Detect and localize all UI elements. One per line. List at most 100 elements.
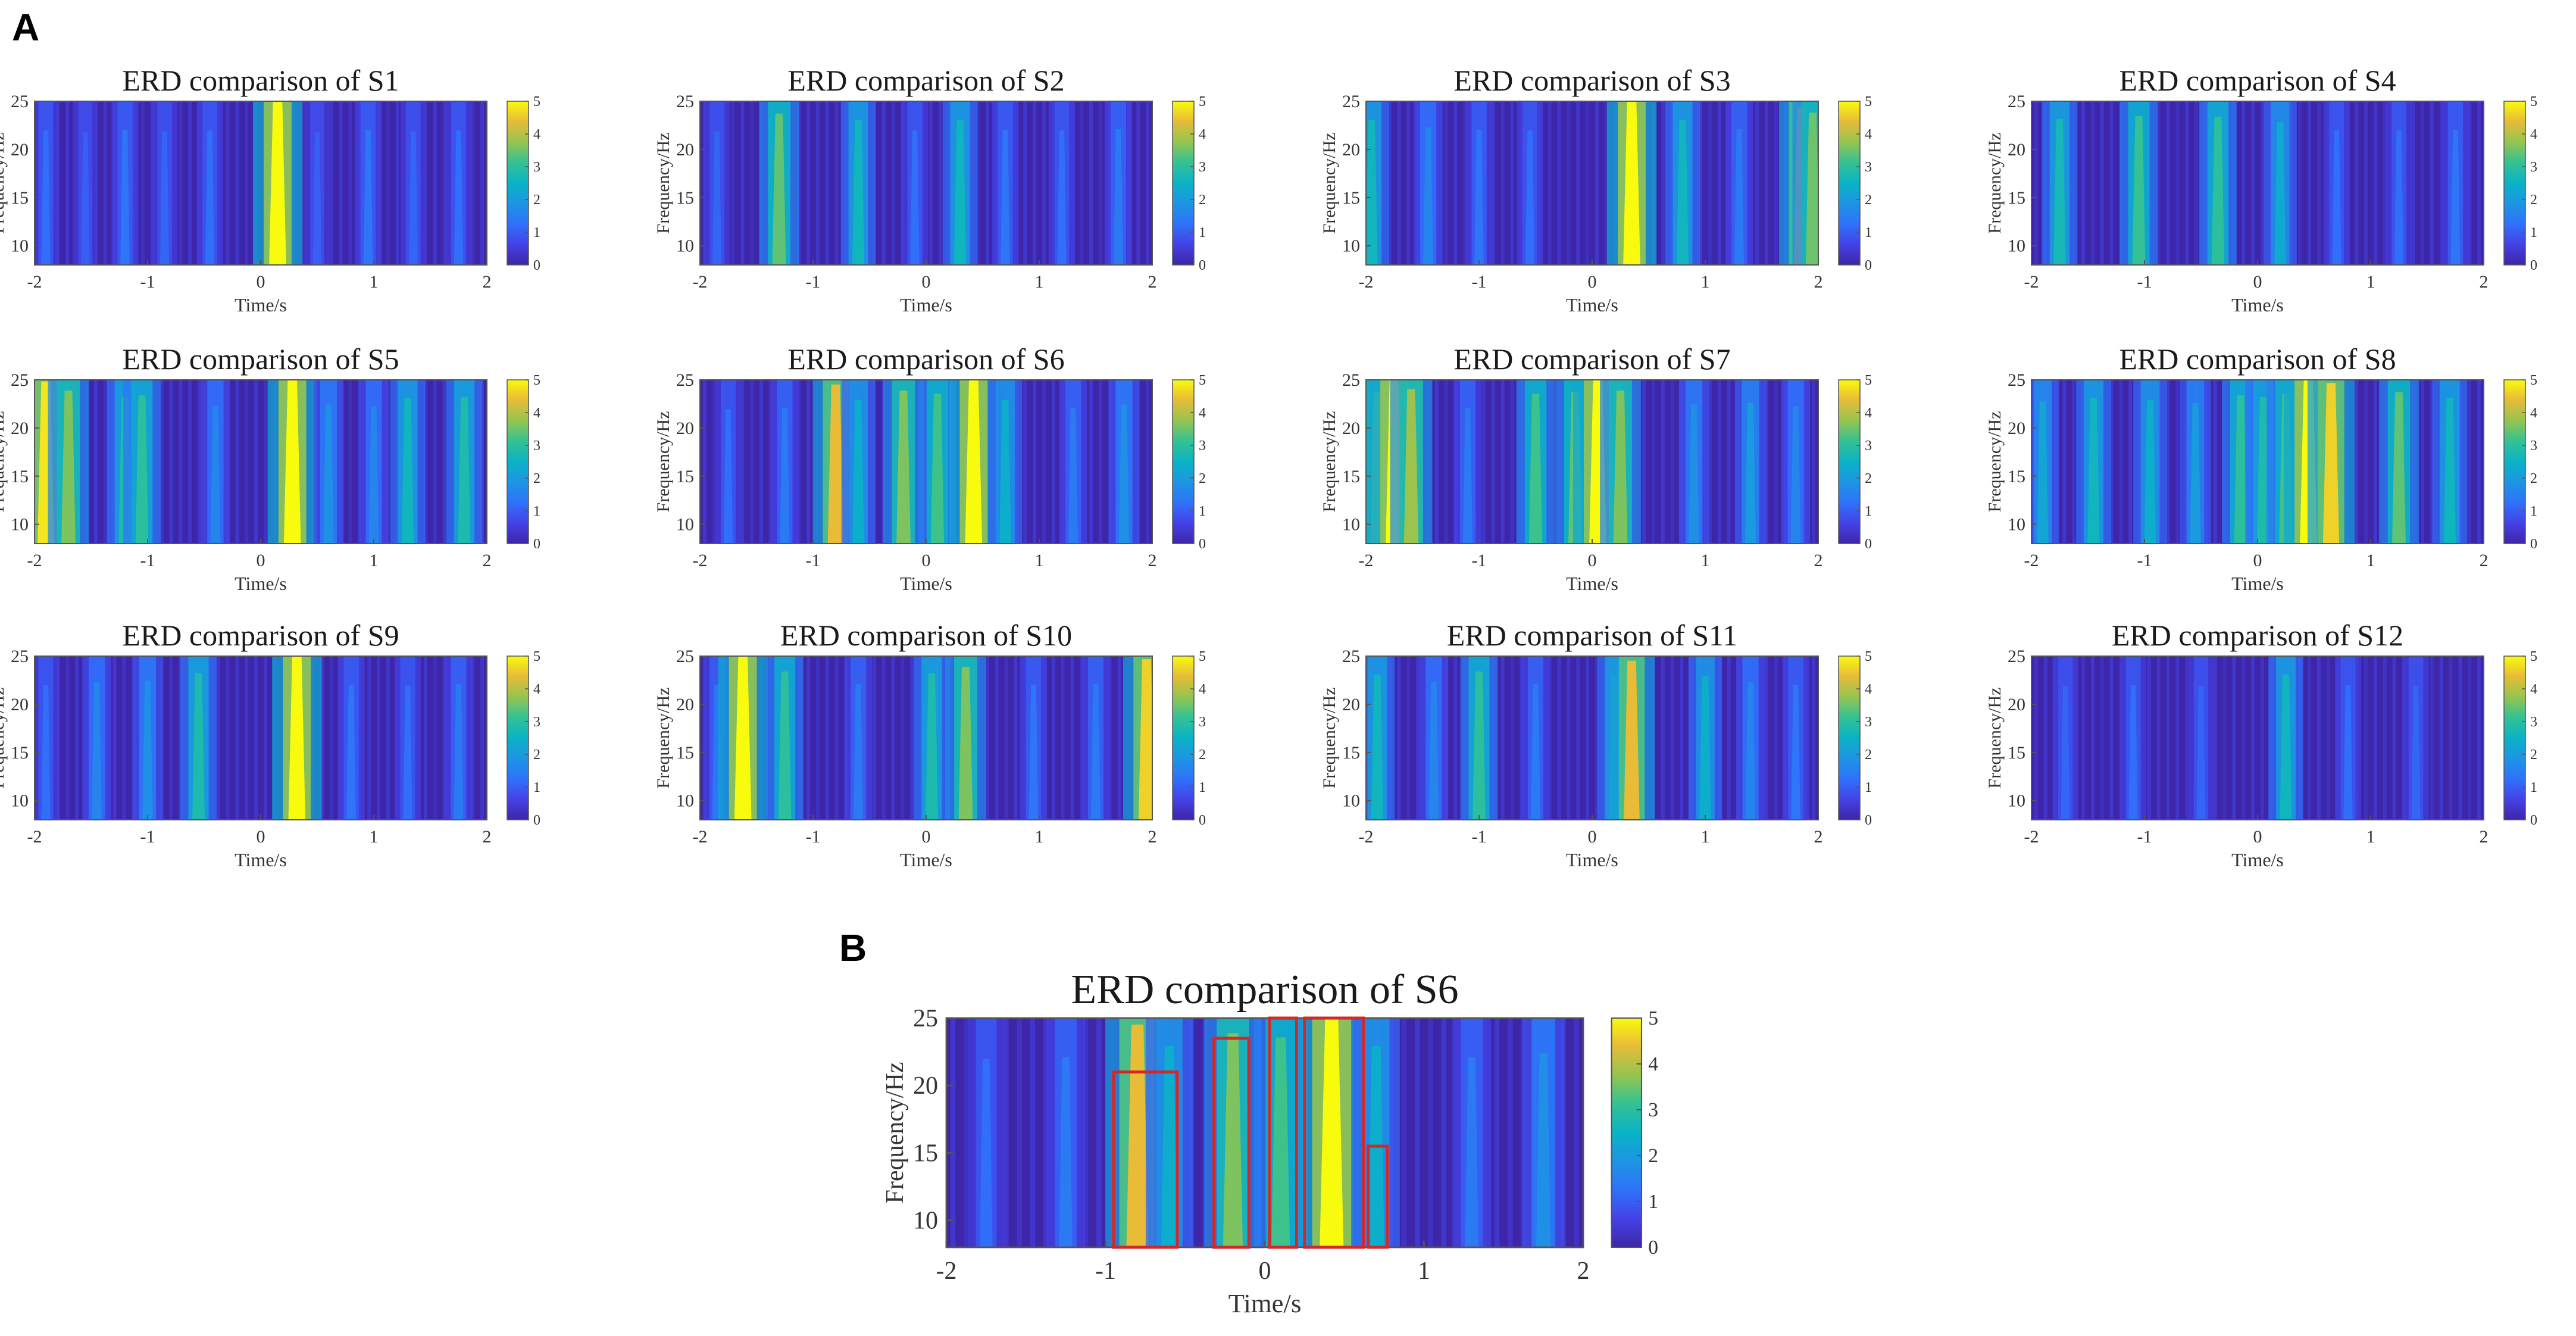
- heatmap-texture: [731, 101, 735, 265]
- heatmap-texture: [2468, 656, 2472, 820]
- heatmap-texture: [2439, 101, 2443, 265]
- heatmap-texture: [1557, 656, 1561, 820]
- x-tick-label: 1: [1035, 272, 1044, 292]
- colorbar-gradient: [1838, 101, 1861, 266]
- heatmap-texture: [1510, 101, 1514, 265]
- colorbar-gradient: [1172, 379, 1195, 544]
- erd-band: [35, 656, 60, 820]
- erd-band: [2432, 380, 2468, 544]
- x-tick-label: -2: [693, 827, 708, 847]
- heatmap-texture: [254, 656, 258, 820]
- heatmap-texture: [2477, 101, 2481, 265]
- colorbar-tick-label: 5: [1865, 649, 1872, 664]
- erd-band: [901, 101, 929, 265]
- heatmap-texture: [160, 380, 164, 544]
- heatmap-texture: [2166, 101, 2170, 265]
- x-tick-label: 0: [1588, 827, 1597, 847]
- x-tick-label: -2: [27, 551, 42, 570]
- heatmap-texture: [1387, 101, 1392, 265]
- heatmap-texture: [1574, 1018, 1580, 1247]
- x-tick-label: 2: [1814, 827, 1823, 847]
- erd-band: [704, 101, 730, 265]
- erd-band: [2307, 380, 2355, 544]
- heatmap-texture: [179, 380, 183, 544]
- colorbar-tick-label: 5: [1199, 373, 1206, 388]
- colorbar: 0 1 2 3 4 5: [507, 94, 540, 273]
- heatmap-texture: [806, 656, 811, 820]
- x-tick-label: -1: [140, 551, 155, 570]
- x-tick-label: 2: [1148, 551, 1157, 570]
- highlight-box: [1268, 1016, 1298, 1249]
- heatmap-texture: [2242, 101, 2246, 265]
- colorbar-tick-label: 4: [1199, 682, 1206, 697]
- colorbar-tick-label: 0: [1865, 813, 1872, 828]
- heatmap-texture: [122, 656, 126, 820]
- x-tick-label: 1: [1701, 272, 1710, 292]
- colorbar-tick-label: 1: [1648, 1191, 1658, 1213]
- heatmap-texture: [2316, 656, 2321, 820]
- heatmap-texture: [2251, 101, 2255, 265]
- x-tick-label: -1: [806, 272, 821, 292]
- colorbar-tick-label: 0: [533, 813, 540, 828]
- erd-band: [1453, 380, 1482, 544]
- y-tick-label: 15: [11, 467, 29, 486]
- heatmap-texture: [2242, 656, 2246, 820]
- erd-band: [180, 656, 217, 820]
- x-tick-label: 2: [1814, 551, 1823, 570]
- panel-title: ERD comparison of S5: [122, 342, 399, 376]
- heatmap-texture: [2100, 101, 2104, 265]
- erd-band: [1725, 101, 1753, 265]
- y-tick-label: 20: [1342, 140, 1360, 160]
- heatmap-texture: [2468, 380, 2472, 544]
- colorbar-tick-label: 4: [533, 127, 540, 142]
- heatmap-texture: [2477, 656, 2481, 820]
- y-axis-label: Frequency/Hz: [1320, 688, 1339, 789]
- heatmap-texture: [1774, 656, 1778, 820]
- erd-band: [2052, 656, 2078, 820]
- erd-band: [2403, 656, 2429, 820]
- heatmap-texture: [2383, 101, 2387, 265]
- erd-band: [1059, 380, 1087, 544]
- colorbar-tick-label: 5: [1865, 94, 1872, 110]
- heatmap-texture: [2421, 380, 2425, 544]
- heatmap-texture: [188, 380, 192, 544]
- y-tick-label: 20: [2008, 140, 2025, 160]
- colorbar: 0 1 2 3 4 5: [1838, 373, 1872, 552]
- colorbar-tick-label: 5: [2530, 94, 2537, 110]
- x-axis-label: Time/s: [235, 849, 287, 870]
- colorbar-tick-label: 0: [1865, 258, 1872, 273]
- heatmap-texture: [1494, 1018, 1500, 1247]
- panel-title: ERD comparison of S1: [122, 64, 399, 97]
- heatmap-texture: [797, 380, 801, 544]
- erd-band: [2334, 656, 2362, 820]
- erd-panel-s6-detail: ERD comparison of S6-2 -1 0 1 210152025Time/…: [881, 967, 1658, 1318]
- heatmap-texture: [1416, 656, 1420, 820]
- heatmap-texture: [75, 656, 79, 820]
- x-tick-label: -2: [27, 272, 42, 292]
- x-tick-label: 1: [1701, 827, 1710, 847]
- erd-band: [2441, 101, 2469, 265]
- colorbar-tick-label: 1: [1199, 225, 1206, 241]
- x-tick-label: 0: [922, 272, 931, 292]
- colorbar-gradient: [1172, 101, 1195, 266]
- highlight-box: [1212, 1037, 1251, 1249]
- colorbar: 0 1 2 3 4 5: [1838, 649, 1872, 828]
- y-tick-label: 20: [11, 419, 29, 438]
- y-tick-label: 15: [676, 743, 694, 763]
- x-tick-label: -2: [2024, 551, 2039, 570]
- erd-panel-s10: ERD comparison of S10-2 -1 0 1 210152025Time…: [654, 619, 1206, 870]
- colorbar-tick-label: 0: [1199, 813, 1206, 828]
- heatmap-texture: [834, 101, 839, 265]
- colorbar-tick-label: 1: [1199, 780, 1206, 795]
- heatmap-texture: [424, 380, 428, 544]
- erd-band: [2379, 380, 2419, 544]
- heatmap-texture: [806, 380, 811, 544]
- erd-band: [354, 101, 382, 265]
- erd-band: [949, 380, 999, 544]
- erd-band: [1366, 656, 1395, 820]
- heatmap-texture: [1670, 656, 1674, 820]
- colorbar: 0 1 2 3 4 5: [1172, 373, 1206, 552]
- colorbar-tick-label: 0: [2530, 813, 2537, 828]
- colorbar-tick-label: 4: [2530, 682, 2537, 697]
- x-tick-label: -1: [1472, 551, 1487, 570]
